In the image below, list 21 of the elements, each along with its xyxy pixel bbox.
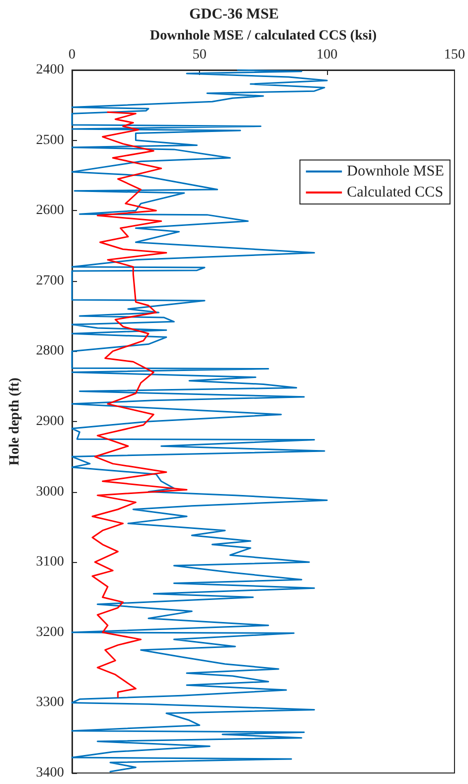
x-tick-label: 150 xyxy=(444,48,465,62)
y-tick-label: 3000 xyxy=(36,484,64,500)
x-tick-label: 0 xyxy=(68,48,76,62)
line-series xyxy=(92,111,188,698)
y-tick-label: 3100 xyxy=(36,554,64,570)
y-tick-label: 2700 xyxy=(36,273,64,288)
y-tick-label: 3300 xyxy=(36,695,64,710)
x-axis-title: Downhole MSE / calculated CCS (ksi) xyxy=(150,28,377,44)
y-tick-label: 2800 xyxy=(36,344,64,359)
legend-label: Calculated CCS xyxy=(346,184,444,200)
x-tick-label: 50 xyxy=(192,48,206,62)
legend-label: Downhole MSE xyxy=(346,164,444,180)
chart-title: GDC-36 MSE xyxy=(189,6,279,22)
y-tick-label: 2900 xyxy=(36,414,64,429)
y-tick-label: 2600 xyxy=(36,203,64,218)
y-tick-label: 2400 xyxy=(36,62,64,78)
y-tick-label: 2500 xyxy=(36,132,64,148)
y-tick-label: 3400 xyxy=(36,766,64,780)
x-tick-label: 100 xyxy=(316,48,338,62)
y-tick-label: 3200 xyxy=(36,624,64,640)
y-axis-title: Hole depth (ft) xyxy=(8,377,22,466)
